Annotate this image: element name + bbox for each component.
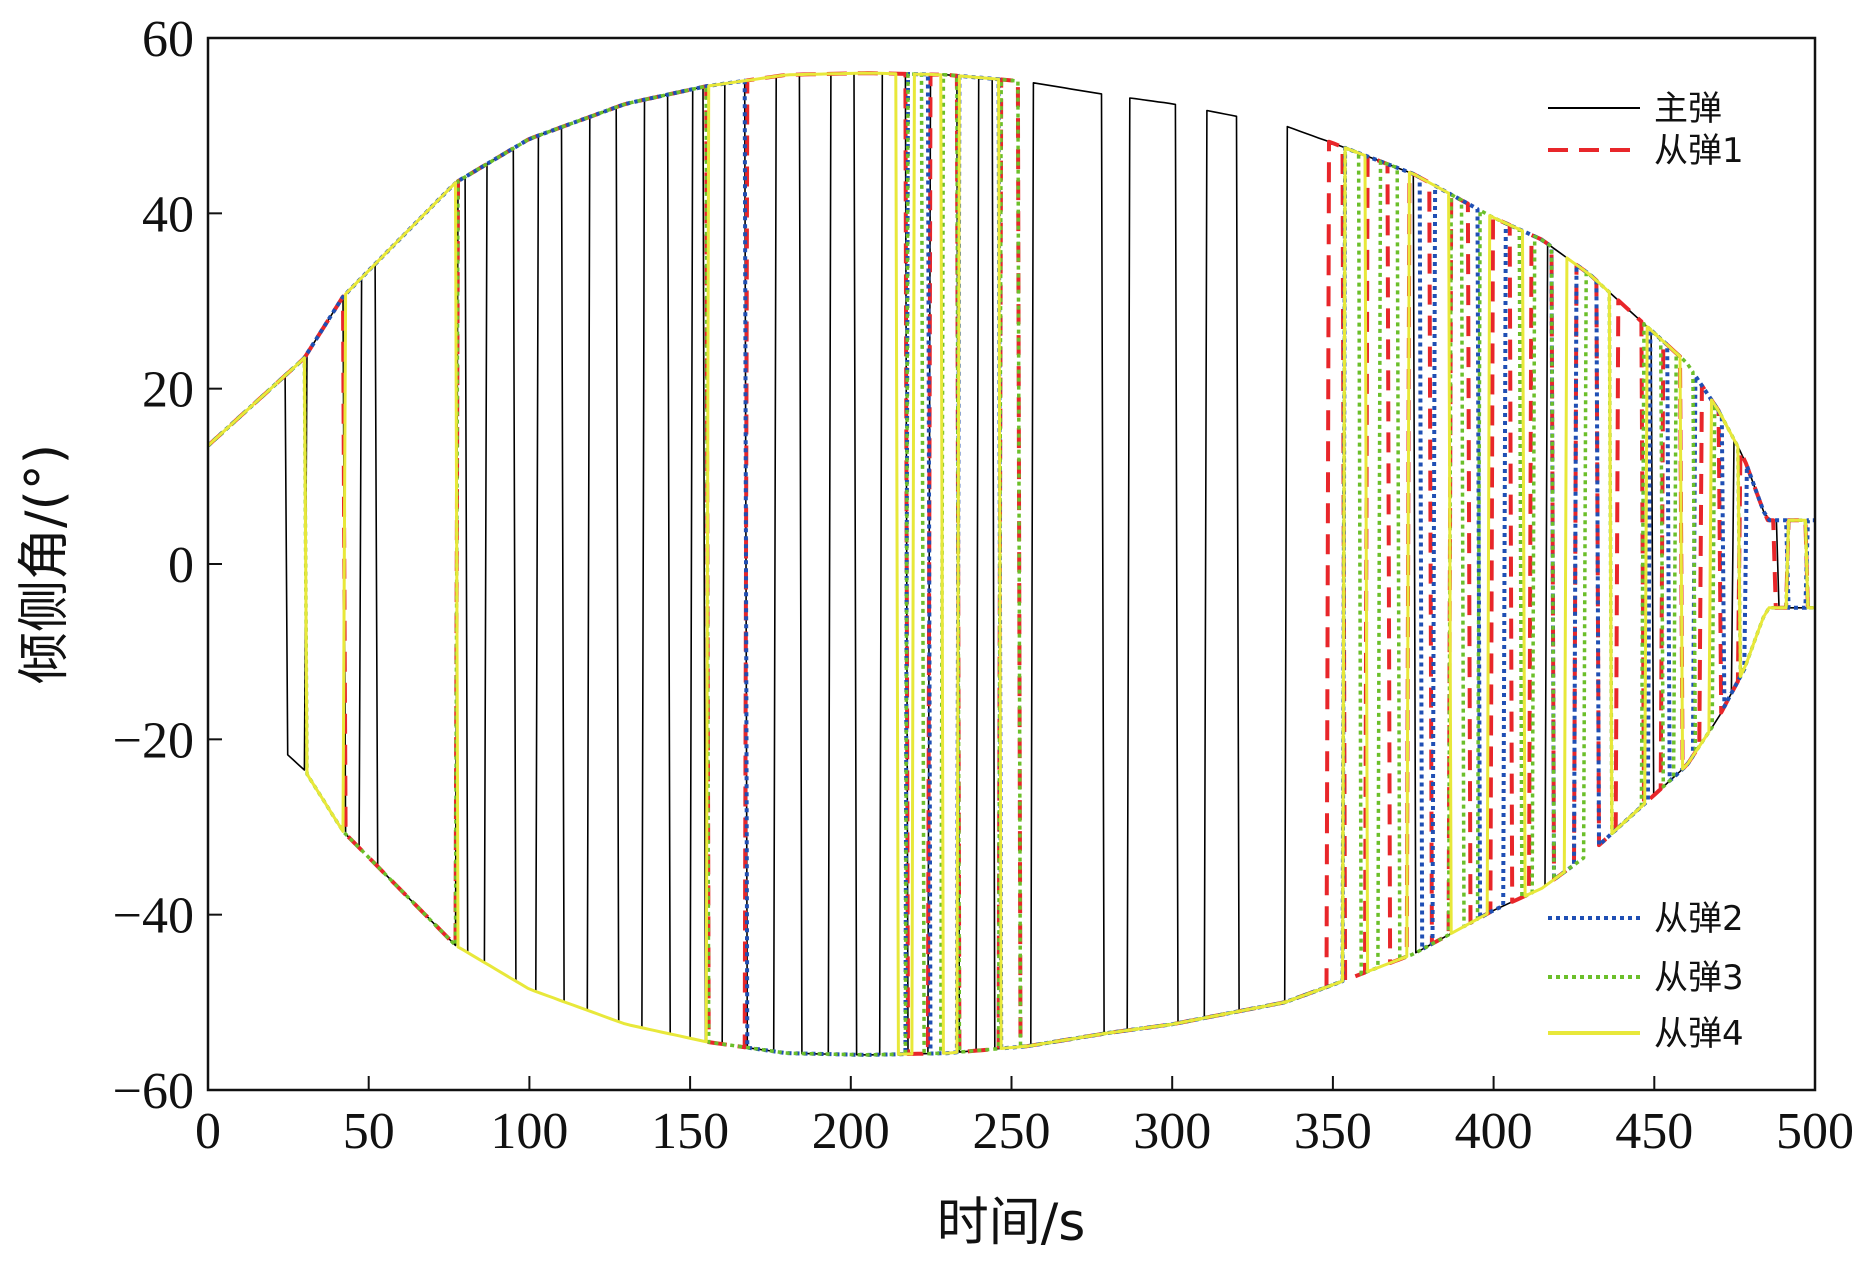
legend-label: 从弹2 — [1654, 899, 1744, 939]
x-tick-label: 300 — [1133, 1103, 1211, 1160]
series-layer — [208, 71, 1815, 1057]
y-tick-label: −60 — [113, 1063, 194, 1120]
series-line-2 — [208, 72, 1815, 1057]
x-tick-label: 200 — [812, 1103, 890, 1160]
ticks-layer: 0 50 100 150 200 250 300 350 400 450 5006040200−20… — [113, 11, 1854, 1160]
x-tick-label: 450 — [1615, 1103, 1693, 1160]
x-tick-label: 0 — [195, 1103, 221, 1160]
legend-label: 从弹4 — [1654, 1014, 1744, 1054]
series-line-3 — [208, 72, 1815, 1057]
x-axis-title: 时间/s — [937, 1193, 1086, 1253]
x-tick-label: 100 — [490, 1103, 568, 1160]
x-tick-label: 50 — [343, 1103, 395, 1160]
x-tick-label: 350 — [1294, 1103, 1372, 1160]
y-axis-title: 倾侧角/(°) — [15, 444, 75, 684]
y-tick-label: −20 — [113, 712, 194, 769]
x-tick-label: 500 — [1776, 1103, 1854, 1160]
legend-label: 主弹 — [1654, 89, 1722, 129]
series-line-4 — [208, 71, 1815, 1056]
y-tick-label: −40 — [113, 888, 194, 945]
series-line-1 — [208, 71, 1815, 1056]
y-tick-label: 40 — [142, 186, 194, 243]
x-tick-label: 150 — [651, 1103, 729, 1160]
x-tick-label: 400 — [1455, 1103, 1533, 1160]
x-tick-label: 250 — [973, 1103, 1051, 1160]
legend-label: 从弹3 — [1654, 958, 1744, 998]
legend-label: 从弹1 — [1654, 131, 1744, 171]
y-tick-label: 20 — [142, 362, 194, 419]
y-tick-label: 0 — [168, 537, 194, 594]
y-tick-label: 60 — [142, 11, 194, 68]
